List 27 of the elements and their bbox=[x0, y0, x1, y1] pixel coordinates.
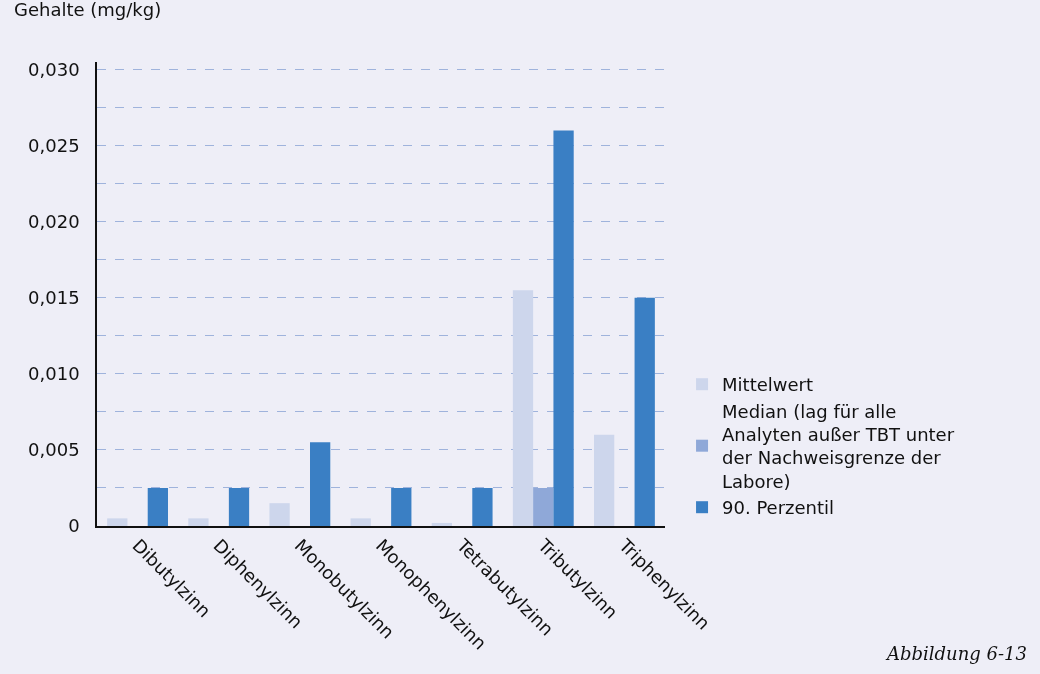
bar bbox=[269, 503, 290, 526]
y-tick-label: 0,025 bbox=[28, 134, 80, 156]
bar bbox=[594, 434, 615, 526]
y-tick-label: 0,005 bbox=[28, 439, 80, 461]
y-tick-label: 0,030 bbox=[28, 58, 80, 80]
bar bbox=[228, 487, 250, 526]
bar bbox=[431, 522, 452, 526]
legend-label: Median (lag für alle Analyten außer TBT unter der Nachweisgrenze der Labore) bbox=[722, 400, 955, 492]
bar bbox=[147, 487, 168, 526]
y-tick-label: 0,010 bbox=[28, 363, 80, 385]
y-tick-label: 0,020 bbox=[28, 211, 80, 233]
y-axis-title: Gehalte (mg/kg) bbox=[14, 0, 162, 20]
legend-label: 90. Perzentil bbox=[722, 497, 835, 519]
bar bbox=[391, 487, 412, 526]
bar bbox=[512, 290, 534, 526]
y-tick-label: 0 bbox=[68, 515, 80, 537]
bar bbox=[107, 518, 128, 526]
bar bbox=[533, 487, 554, 526]
y-tick-label: 0,015 bbox=[28, 287, 80, 309]
bar bbox=[472, 487, 493, 526]
text: Abbildung 6-13 bbox=[885, 643, 1027, 664]
bar bbox=[634, 297, 655, 526]
bar bbox=[188, 518, 209, 526]
bar bbox=[310, 442, 331, 526]
legend-label: Mittelwert bbox=[722, 374, 814, 396]
bar bbox=[350, 518, 371, 526]
bar bbox=[553, 130, 574, 526]
